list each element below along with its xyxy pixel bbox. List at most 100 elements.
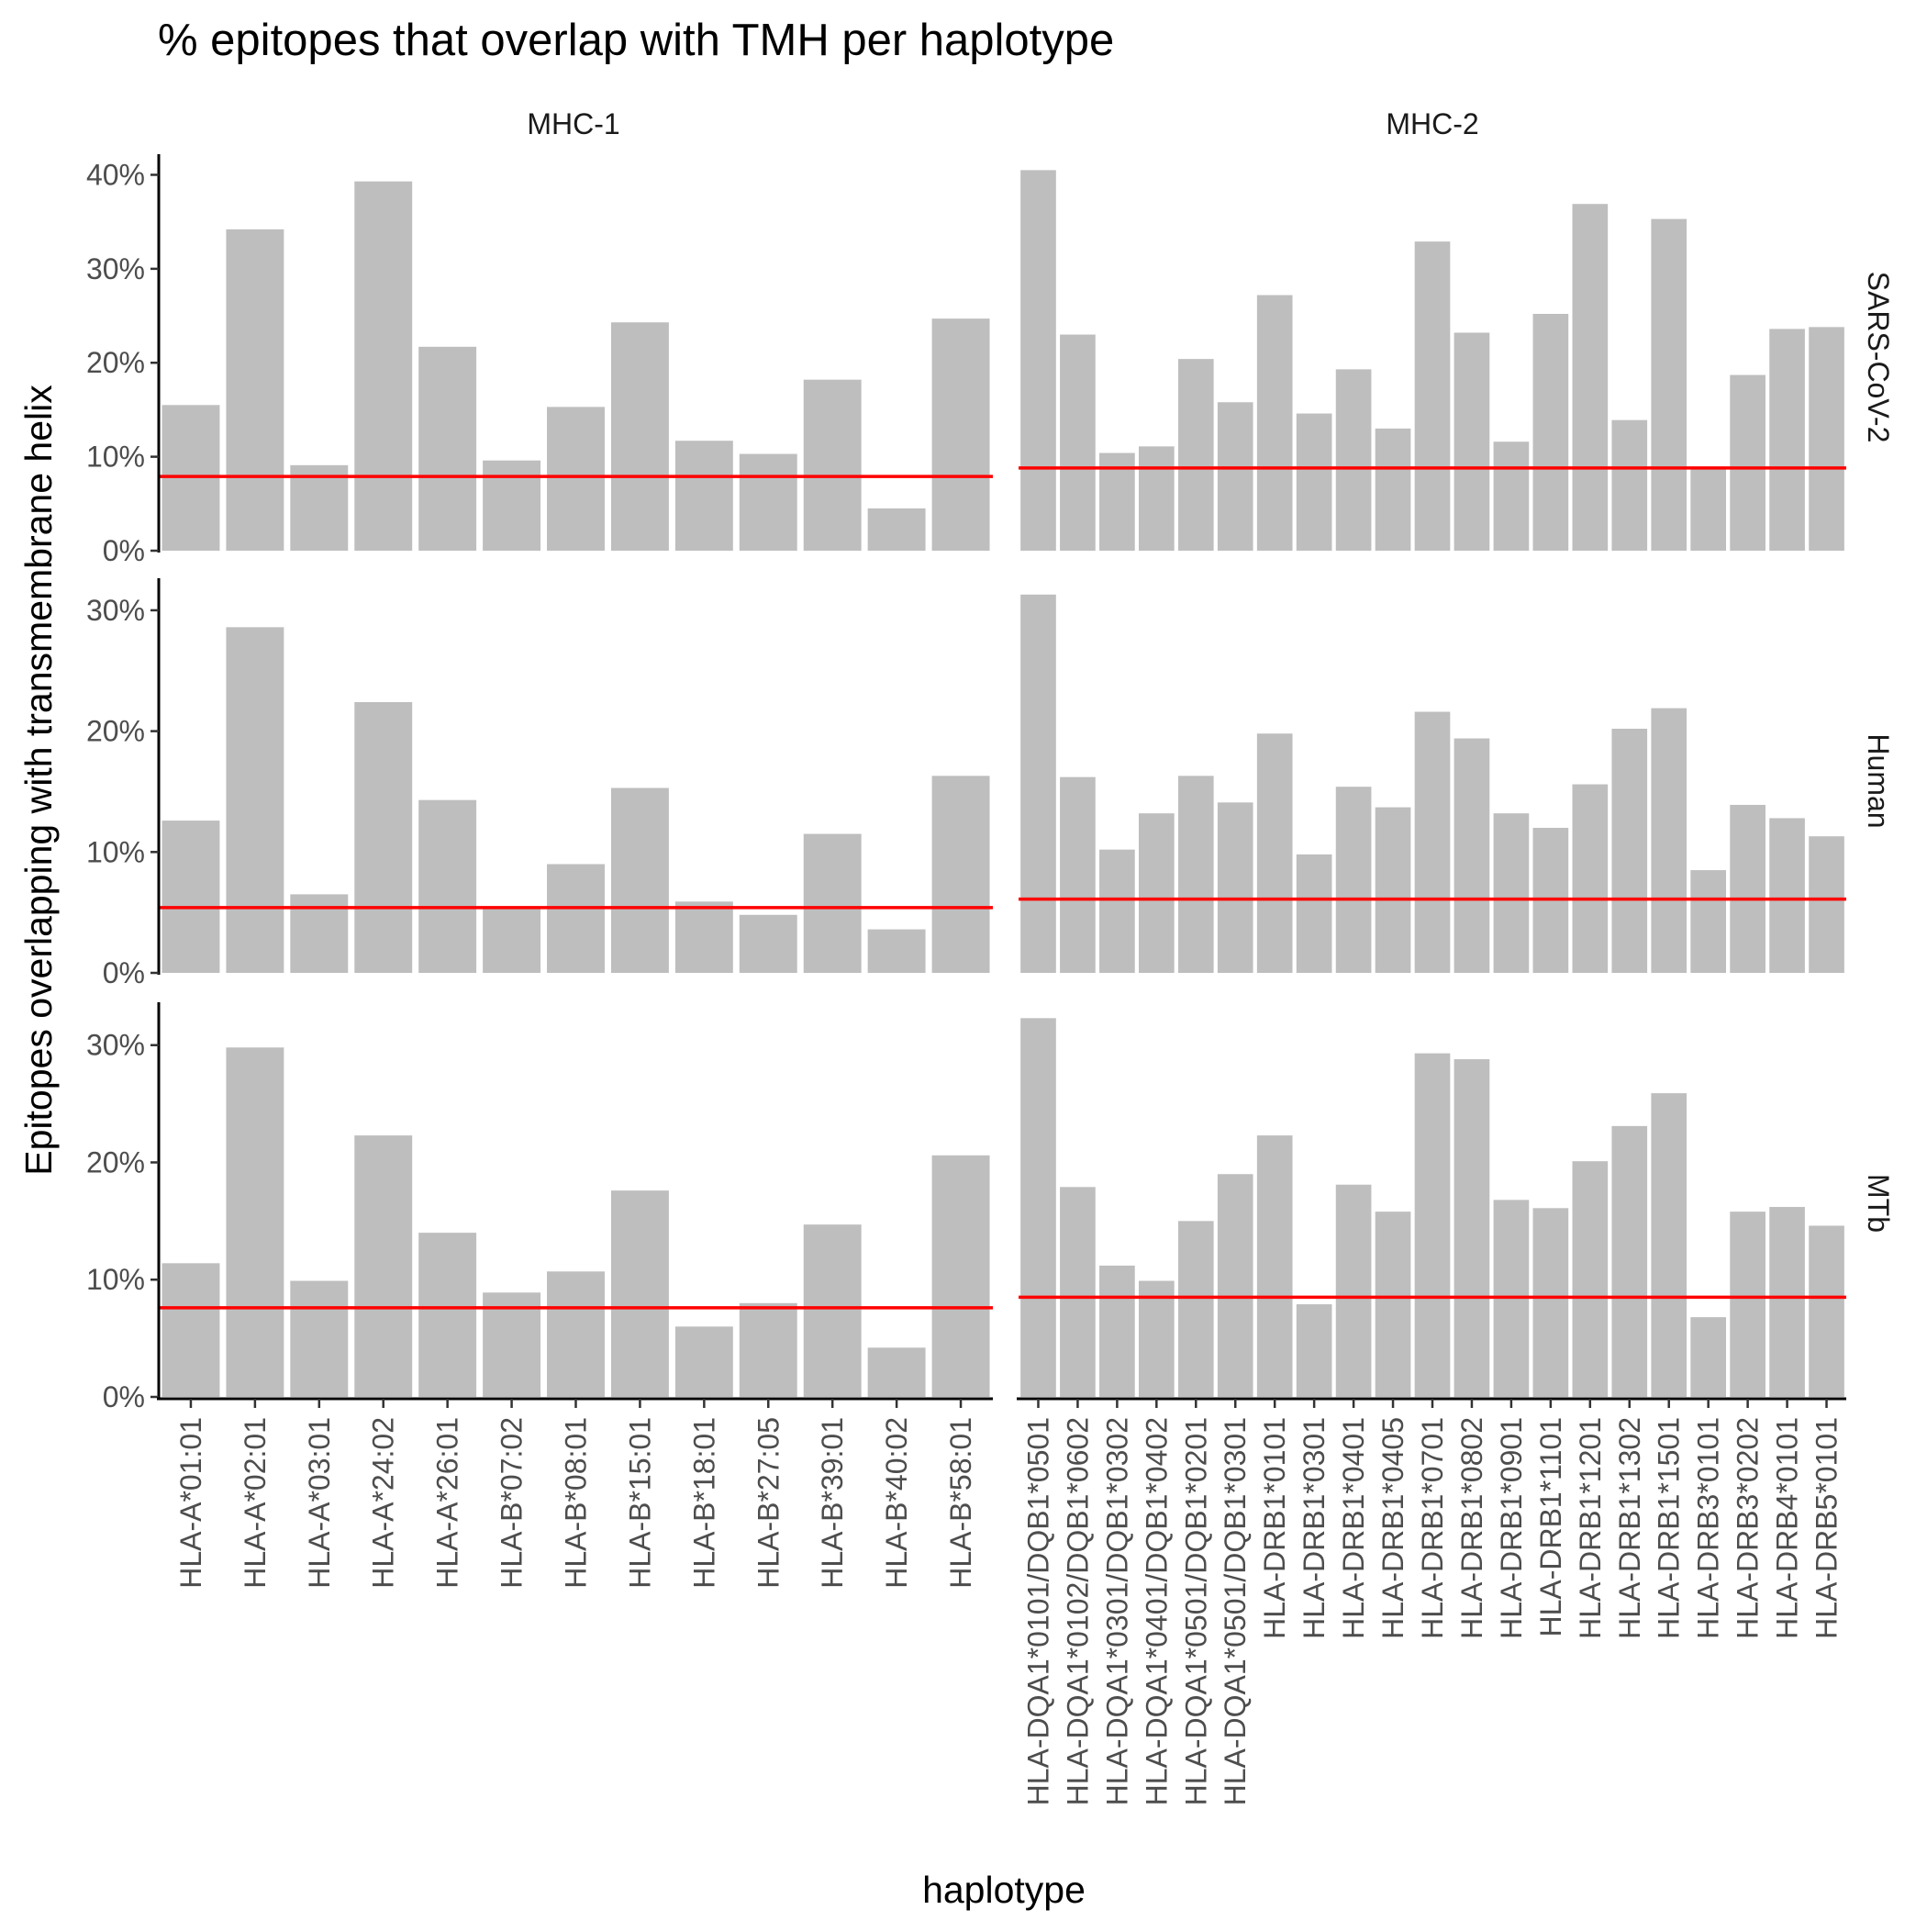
- bar: [1335, 1184, 1372, 1397]
- x-tick-label: HLA-B*07:02: [496, 1417, 529, 1589]
- bar: [1611, 1125, 1648, 1397]
- bar: [1060, 334, 1096, 551]
- x-tick-label: HLA-A*01:01: [174, 1417, 207, 1589]
- column-strip-label: MHC-1: [527, 107, 619, 140]
- bar: [1651, 1093, 1688, 1397]
- row-strip-label: Human: [1862, 733, 1895, 828]
- y-tick-label: 0%: [103, 1380, 145, 1413]
- bar: [1493, 441, 1530, 551]
- column-strip-label: MHC-2: [1386, 107, 1478, 140]
- bar: [1020, 1018, 1056, 1397]
- bar: [547, 864, 605, 973]
- x-tick-label: HLA-DRB1*0101: [1258, 1417, 1291, 1639]
- bar: [1414, 1053, 1451, 1397]
- bar: [931, 1155, 990, 1397]
- x-tick-label: HLA-DRB3*0101: [1692, 1417, 1725, 1639]
- x-tick-label: HLA-DRB1*0301: [1298, 1417, 1331, 1639]
- bar: [290, 464, 349, 551]
- x-tick-label: HLA-DRB1*0901: [1495, 1417, 1528, 1639]
- bar: [354, 181, 413, 551]
- bar: [1690, 870, 1726, 973]
- bar: [803, 379, 862, 551]
- bar: [803, 1224, 862, 1397]
- x-tick-label: HLA-DQA1*0102/DQB1*0602: [1061, 1417, 1094, 1805]
- bar: [1256, 733, 1293, 973]
- bar: [1099, 849, 1135, 973]
- bar: [739, 914, 797, 973]
- x-tick-label: HLA-DRB3*0202: [1732, 1417, 1765, 1639]
- bar: [1217, 802, 1253, 973]
- bar: [1493, 813, 1530, 973]
- bar: [1296, 1304, 1332, 1397]
- bar: [418, 1233, 477, 1397]
- bar: [674, 901, 733, 973]
- bar: [1177, 1221, 1214, 1397]
- x-tick-label: HLA-DQA1*0501/DQB1*0301: [1219, 1417, 1252, 1805]
- bar: [290, 1280, 349, 1397]
- bar: [1099, 1265, 1135, 1397]
- plot-layer: 0% 10% 20% 30% 40% 0% 10% 20% 30% 0% 10% 20% 30% HLA-…: [86, 154, 1846, 1805]
- bar: [610, 322, 669, 551]
- bar: [1414, 711, 1451, 973]
- bar: [354, 1135, 413, 1397]
- bar: [1532, 314, 1569, 551]
- bar: [1651, 708, 1688, 973]
- y-tick-label: 0%: [103, 956, 145, 989]
- x-tick-label: HLA-A*26:01: [431, 1417, 464, 1589]
- bar: [1532, 1208, 1569, 1397]
- x-tick-label: HLA-B*58:01: [944, 1417, 977, 1589]
- bar: [483, 460, 541, 551]
- bar: [1730, 1212, 1765, 1397]
- x-tick-label: HLA-B*40:02: [880, 1417, 913, 1589]
- bar: [1414, 241, 1451, 551]
- bar: [1217, 402, 1253, 551]
- bar: [483, 909, 541, 973]
- bar: [867, 1347, 926, 1397]
- x-tick-label: HLA-B*27:05: [752, 1417, 785, 1589]
- x-tick-label: HLA-DRB4*0101: [1771, 1417, 1804, 1639]
- bar: [1375, 1212, 1411, 1397]
- x-tick-label: HLA-DRB1*1201: [1574, 1417, 1607, 1639]
- bar: [1139, 813, 1175, 973]
- bar: [1139, 446, 1175, 551]
- x-tick-label: HLA-B*08:01: [560, 1417, 593, 1589]
- bar: [1454, 738, 1490, 973]
- bar: [1611, 419, 1648, 551]
- x-tick-label: HLA-DRB1*0701: [1416, 1417, 1449, 1639]
- y-tick-label: 30%: [86, 594, 145, 627]
- bar: [1177, 359, 1214, 551]
- x-tick-label: HLA-DRB1*1101: [1534, 1417, 1567, 1637]
- bar: [1454, 1059, 1490, 1397]
- bar: [1375, 428, 1411, 551]
- y-tick-label: 20%: [86, 346, 145, 379]
- x-tick-label: HLA-A*03:01: [303, 1417, 336, 1589]
- bar: [162, 1263, 220, 1397]
- x-tick-label: HLA-DQA1*0301/DQB1*0302: [1100, 1417, 1133, 1805]
- bar: [867, 929, 926, 973]
- y-tick-label: 30%: [86, 1029, 145, 1062]
- bar: [1256, 295, 1293, 551]
- x-tick-label: HLA-DQA1*0101/DQB1*0501: [1021, 1417, 1054, 1805]
- bar: [803, 833, 862, 973]
- x-tick-label: HLA-DQA1*0401/DQB1*0402: [1140, 1417, 1173, 1805]
- y-axis-title: Epitopes overlapping with transmembrane …: [17, 385, 60, 1176]
- bar: [674, 441, 733, 551]
- bar: [739, 453, 797, 551]
- bar: [1611, 728, 1648, 973]
- x-tick-label: HLA-A*24:02: [367, 1417, 400, 1589]
- chart-title: % epitopes that overlap with TMH per hap…: [158, 16, 1114, 65]
- row-strip-label: SARS-CoV-2: [1862, 272, 1895, 443]
- bar: [1020, 594, 1056, 973]
- bar: [1335, 369, 1372, 551]
- x-tick-label: HLA-DRB1*0405: [1376, 1417, 1409, 1639]
- bar: [547, 407, 605, 551]
- bar: [418, 346, 477, 551]
- y-tick-label: 10%: [86, 835, 145, 868]
- bar: [226, 229, 284, 552]
- x-tick-label: HLA-DRB1*1302: [1613, 1417, 1646, 1639]
- bar: [1177, 776, 1214, 973]
- bar: [1217, 1174, 1253, 1397]
- bar: [610, 1190, 669, 1397]
